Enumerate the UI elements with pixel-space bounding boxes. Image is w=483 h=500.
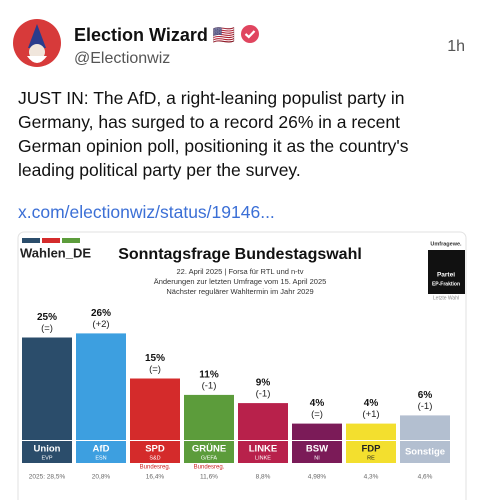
change-label: (+2) [92, 319, 109, 330]
party-group: NI [314, 455, 320, 461]
bar [184, 394, 234, 440]
government-note: Bundesreg. [140, 465, 171, 471]
bar [238, 403, 288, 440]
value-label: 4% [364, 398, 379, 409]
author-name-text: Election Wizard 🇺🇸 [74, 25, 236, 45]
post-time: 1h [447, 38, 465, 55]
change-label: (-1) [202, 380, 217, 391]
value-label: 4% [310, 398, 325, 409]
side-label: EP-Fraktion [432, 281, 460, 287]
party-box [76, 441, 126, 463]
value-label: 15% [145, 353, 165, 364]
verified-badge [241, 25, 260, 43]
change-label: (+1) [362, 409, 379, 420]
government-note: Bundesreg. [194, 465, 225, 471]
party-group: EVP [41, 455, 52, 461]
last-election: 16,4% [146, 474, 165, 481]
value-label: 26% [91, 308, 111, 319]
party-name: AfD [93, 444, 110, 455]
party-group: G/EFA [201, 455, 218, 461]
party-name: GRÜNE [192, 444, 226, 455]
party-group: LINKE [255, 455, 271, 461]
last-election: 4,98% [308, 474, 327, 481]
bar [76, 333, 126, 440]
party-name: FDP [362, 444, 382, 455]
change-label: (-1) [418, 401, 433, 412]
chart-source: Wahlen_DE [20, 245, 91, 260]
last-election: 4,3% [364, 474, 379, 481]
last-election: 11,6% [200, 474, 218, 481]
bar [400, 415, 450, 440]
post-text-line: Germany, has surged to a record 26% in a… [18, 112, 400, 132]
last-election: 20,8% [92, 474, 111, 481]
side-label: Letzte Wahl [433, 295, 459, 301]
change-label: (=) [311, 409, 323, 420]
bar [346, 423, 396, 440]
value-label: 6% [418, 390, 433, 401]
party-name: Sonstige [405, 447, 445, 458]
party-name: LINKE [249, 444, 278, 455]
value-label: 9% [256, 378, 271, 389]
author-handle[interactable]: @Electionwiz [74, 50, 171, 67]
chart-subtitle: Änderungen zur letzten Umfrage vom 15. A… [154, 277, 327, 286]
bar [130, 378, 180, 440]
post-text: JUST IN: The AfD, a right-leaning populi… [18, 86, 409, 182]
party-box [346, 441, 396, 463]
change-label: (-1) [256, 389, 271, 400]
side-label: Umfragewe. [430, 241, 462, 247]
bar [22, 337, 72, 440]
party-box [238, 441, 288, 463]
value-label: 11% [199, 370, 219, 381]
party-box [130, 441, 180, 463]
change-label: (=) [41, 323, 53, 334]
party-name: BSW [306, 444, 328, 455]
party-group: S&D [149, 455, 160, 461]
post-link[interactable]: x.com/electionwiz/status/19146... [18, 202, 275, 222]
post-text-line: leading political party per the survey. [18, 160, 301, 180]
party-group: ESN [95, 455, 106, 461]
value-label: 25% [37, 312, 57, 323]
author-name[interactable]: Election Wizard 🇺🇸 [74, 24, 260, 46]
party-box [184, 441, 234, 463]
party-name: Union [34, 444, 61, 455]
party-group: RE [367, 455, 375, 461]
chart-subtitle: Nächster regulärer Wahltermin im Jahr 20… [166, 287, 313, 296]
change-label: (=) [149, 364, 161, 375]
chart-subtitle: 22. April 2025 | Forsa für RTL und n-tv [176, 267, 303, 276]
party-name: SPD [145, 444, 165, 455]
party-box [400, 441, 450, 463]
avatar[interactable] [12, 18, 62, 68]
last-election: 2025: 28,5% [29, 474, 66, 481]
party-box [22, 441, 72, 463]
last-election: 4,6% [418, 474, 433, 481]
post-text-line: German opinion poll, positioning it as t… [18, 136, 409, 156]
party-box [292, 441, 342, 463]
post-text-line: JUST IN: The AfD, a right-leaning populi… [18, 88, 405, 108]
side-label: Partei [437, 272, 455, 279]
last-election: 8,8% [256, 474, 271, 481]
bar [292, 423, 342, 440]
chart-title: Sonntagsfrage Bundestagswahl [118, 246, 362, 263]
